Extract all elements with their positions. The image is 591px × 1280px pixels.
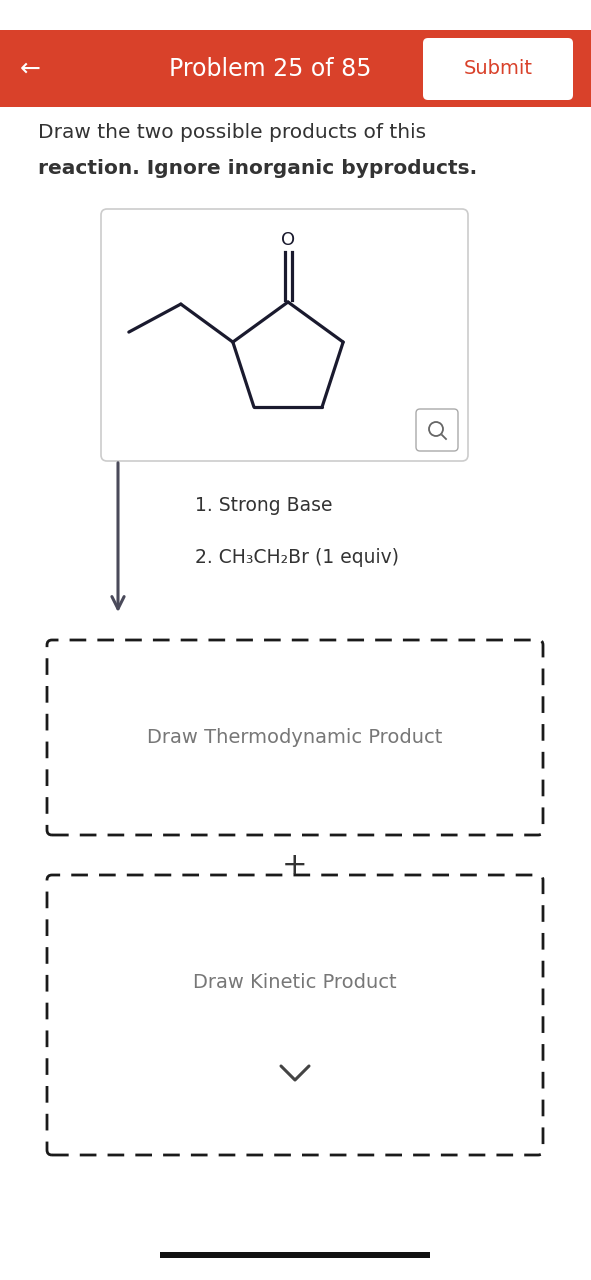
FancyBboxPatch shape [47, 876, 543, 1155]
Text: Draw the two possible products of this: Draw the two possible products of this [38, 123, 426, 142]
Text: O: O [281, 230, 295, 250]
Text: Problem 25 of 85: Problem 25 of 85 [169, 56, 371, 81]
FancyBboxPatch shape [101, 209, 468, 461]
Text: ←: ← [20, 56, 41, 81]
Text: Draw Thermodynamic Product: Draw Thermodynamic Product [147, 728, 443, 748]
Text: +: + [282, 850, 308, 879]
Bar [0, 29, 591, 108]
Bar [160, 1252, 430, 1258]
Text: Draw Kinetic Product: Draw Kinetic Product [193, 973, 397, 992]
Bar [0, 0, 591, 29]
Text: 2. CH₃CH₂Br (1 equiv): 2. CH₃CH₂Br (1 equiv) [195, 548, 399, 567]
Text: Submit: Submit [463, 59, 532, 78]
Text: reaction. Ignore inorganic byproducts.: reaction. Ignore inorganic byproducts. [38, 159, 477, 178]
FancyBboxPatch shape [47, 640, 543, 835]
FancyBboxPatch shape [423, 38, 573, 100]
Text: 1. Strong Base: 1. Strong Base [195, 495, 333, 515]
FancyBboxPatch shape [416, 410, 458, 451]
